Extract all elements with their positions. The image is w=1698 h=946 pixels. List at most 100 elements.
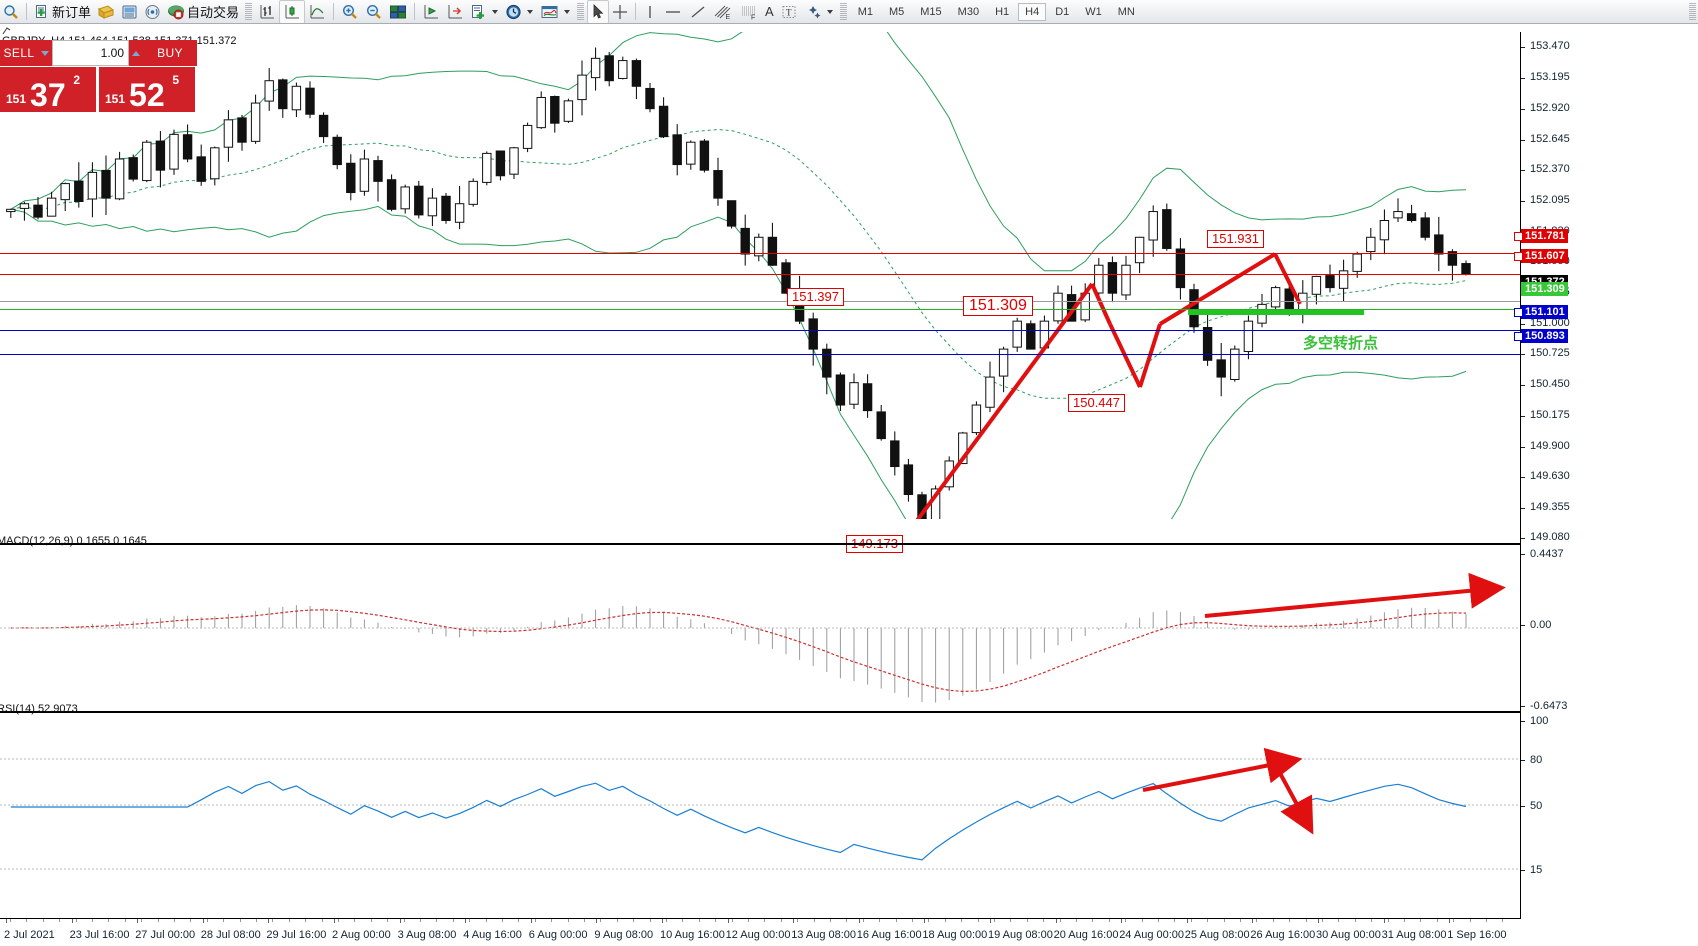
macd-canvas[interactable] xyxy=(0,546,1520,711)
period-dropdown-caret[interactable] xyxy=(527,9,534,14)
text-tool-icon[interactable]: A xyxy=(762,1,777,23)
green-support-band[interactable] xyxy=(1188,309,1364,315)
templates-dropdown-caret[interactable] xyxy=(564,9,571,14)
rsi-tick-mark xyxy=(1521,721,1525,722)
tile-windows-icon[interactable] xyxy=(386,1,410,23)
time-minor-tick xyxy=(732,919,733,922)
price-tick-mark xyxy=(1521,447,1525,448)
timeframe-h1[interactable]: H1 xyxy=(995,5,1010,18)
pivot-line-150893[interactable] xyxy=(0,354,1521,355)
equidistant-channel-tool-icon[interactable]: E xyxy=(710,1,736,23)
bar-chart-icon[interactable] xyxy=(255,1,279,23)
candle-body xyxy=(1406,213,1417,222)
price-box-151931[interactable]: 151.931 xyxy=(1207,230,1264,248)
price-line-handle[interactable] xyxy=(1514,308,1523,317)
price-marker-151607[interactable]: 151.607 xyxy=(1521,249,1568,263)
time-axis[interactable]: 2 Jul 2021 23 Jul 16:00 27 Jul 00:00 28 Jul… xyxy=(0,918,1520,946)
timeframe-m15[interactable]: M15 xyxy=(920,5,942,18)
candle-body xyxy=(767,236,778,266)
toolbar-grip-end[interactable] xyxy=(1689,3,1696,20)
toolbar-signal-icon[interactable] xyxy=(141,1,164,23)
autotrading-button[interactable]: 自动交易 xyxy=(164,1,242,23)
sell-price-display[interactable]: 151 37 2 xyxy=(0,67,96,112)
time-minor-tick xyxy=(1289,919,1290,922)
price-box-151309[interactable]: 151.309 xyxy=(963,296,1033,316)
candle-body xyxy=(1094,264,1104,294)
resistance-line-151607[interactable] xyxy=(0,274,1521,275)
bollinger-lower xyxy=(10,205,1467,519)
time-minor-tick xyxy=(108,919,109,922)
timeframe-h4[interactable]: H4 xyxy=(1018,2,1047,21)
cursor-tool-icon[interactable] xyxy=(587,0,610,24)
price-chart-canvas[interactable] xyxy=(0,32,1520,519)
toolbar-grip[interactable] xyxy=(839,3,847,20)
price-line-handle[interactable] xyxy=(1514,332,1523,341)
sell-button[interactable]: SELL xyxy=(0,40,38,66)
shapes-dropdown-caret[interactable] xyxy=(826,9,833,14)
vertical-line-tool-icon[interactable] xyxy=(640,1,660,23)
price-marker-151101[interactable]: 151.101 xyxy=(1521,305,1568,319)
trend-line-segment[interactable] xyxy=(910,282,1094,519)
price-box-151397[interactable]: 151.397 xyxy=(787,288,844,306)
buy-price-display[interactable]: 151 52 5 xyxy=(99,67,195,112)
lot-increment-button[interactable] xyxy=(129,40,143,66)
horizontal-line-tool-icon[interactable] xyxy=(660,1,686,23)
text-label-tool-icon[interactable]: T xyxy=(777,1,801,23)
timeframe-d1[interactable]: D1 xyxy=(1055,5,1070,18)
price-marker-151309[interactable]: 151.309 xyxy=(1521,282,1568,296)
support-line-151309[interactable] xyxy=(0,309,1521,310)
trend-line-segment[interactable] xyxy=(1138,323,1162,388)
price-line-handle[interactable] xyxy=(1514,232,1523,241)
new-order-button[interactable]: 新订单 xyxy=(31,1,94,23)
resistance-line-151781[interactable] xyxy=(0,253,1521,254)
timeframe-mn[interactable]: MN xyxy=(1117,5,1135,18)
period-clock-icon[interactable] xyxy=(502,1,525,23)
shapes-tool-icon[interactable] xyxy=(801,1,825,23)
trend-line-segment[interactable] xyxy=(1090,283,1112,325)
price-marker-150893[interactable]: 150.893 xyxy=(1521,329,1568,343)
trend-line-segment[interactable] xyxy=(1273,253,1302,305)
candle-body xyxy=(250,102,261,142)
chart-shift-icon[interactable] xyxy=(443,1,467,23)
trend-line-segment[interactable] xyxy=(1158,252,1277,326)
one-click-trading-panel[interactable]: SELL 1.00 BUY 151 37 2 151 52 5 xyxy=(0,40,197,113)
candle-body xyxy=(726,200,737,227)
price-box-150447[interactable]: 150.447 xyxy=(1068,394,1125,412)
candlestick-chart-icon[interactable] xyxy=(279,0,306,24)
trendline-tool-icon[interactable] xyxy=(686,1,710,23)
time-minor-tick xyxy=(896,919,897,922)
timeframe-m1[interactable]: M1 xyxy=(857,5,873,18)
timeframe-m5[interactable]: M5 xyxy=(888,5,905,18)
indicators-dropdown-caret[interactable] xyxy=(492,9,499,14)
zoom-out-icon[interactable] xyxy=(362,1,386,23)
price-marker-151781[interactable]: 151.781 xyxy=(1521,229,1568,243)
buy-button[interactable]: BUY xyxy=(143,40,197,66)
lot-decrement-button[interactable] xyxy=(38,40,52,66)
crosshair-tool-icon[interactable] xyxy=(609,1,631,23)
indicators-button[interactable] xyxy=(467,1,490,23)
toolbar-wallet-icon[interactable] xyxy=(94,1,118,23)
chart-area[interactable]: GBPJPY-,H4 151.464 151.538 151.371 151.3… xyxy=(0,24,1698,945)
toolbar-zoom-left-icon[interactable] xyxy=(0,1,22,23)
macd-tick-mark xyxy=(1521,625,1525,626)
time-minor-tick xyxy=(600,919,601,922)
price-line-handle[interactable] xyxy=(1514,252,1523,261)
lot-size-input[interactable]: 1.00 xyxy=(52,40,129,66)
timeframe-w1[interactable]: W1 xyxy=(1085,5,1102,18)
time-minor-tick xyxy=(1486,919,1487,922)
toolbar-grip[interactable] xyxy=(577,3,585,20)
candle-body xyxy=(890,440,900,468)
auto-scroll-icon[interactable] xyxy=(419,1,443,23)
zoom-in-icon[interactable] xyxy=(338,1,362,23)
time-minor-tick xyxy=(846,919,847,922)
toolbar-grip[interactable] xyxy=(245,3,253,20)
rsi-canvas[interactable] xyxy=(0,714,1520,902)
timeframe-m30[interactable]: M30 xyxy=(957,5,980,18)
toolbar-terminal-icon[interactable] xyxy=(118,1,141,23)
trend-line-segment[interactable] xyxy=(1108,323,1142,388)
line-chart-icon[interactable] xyxy=(305,1,329,23)
time-minor-tick xyxy=(10,919,11,922)
pivot-line-151101[interactable] xyxy=(0,330,1521,331)
fibonacci-tool-icon[interactable]: F xyxy=(736,1,762,23)
templates-icon[interactable] xyxy=(537,1,562,23)
